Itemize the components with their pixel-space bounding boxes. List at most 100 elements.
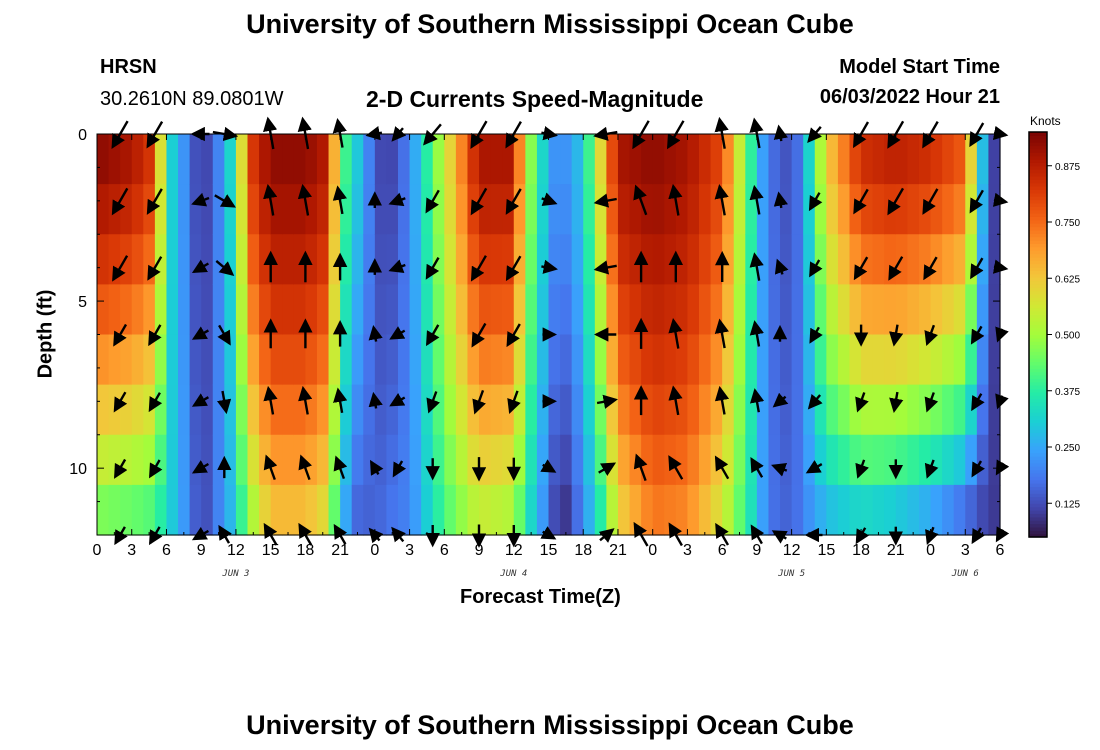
colorbar-swatch [1029, 202, 1047, 207]
current-arrow [148, 324, 162, 347]
current-arrow [470, 187, 488, 216]
current-arrow [191, 326, 209, 340]
heatmap-cell [97, 234, 110, 285]
heatmap-cell [861, 234, 874, 285]
heatmap-cell [328, 284, 341, 336]
colorbar-swatch [1029, 412, 1047, 417]
heatmap-cell [270, 484, 283, 536]
colorbar-swatch [1029, 466, 1047, 471]
heatmap-cell [988, 334, 1001, 386]
colorbar-swatch [1029, 206, 1047, 211]
heatmap-cell [629, 434, 642, 486]
heatmap-cell [479, 334, 492, 386]
heatmap-cell [837, 384, 851, 436]
heatmap-cell [525, 234, 538, 285]
heatmap-cell [988, 234, 1001, 285]
heatmap-cell [340, 484, 353, 536]
colorbar-swatch [1029, 213, 1047, 217]
colorbar-swatch [1029, 327, 1047, 332]
colorbar-swatch [1029, 253, 1047, 258]
heatmap-cell [189, 334, 202, 386]
heatmap-cell [699, 384, 712, 436]
current-arrow [472, 389, 486, 415]
current-arrow [215, 259, 235, 276]
current-arrow [368, 391, 383, 409]
heatmap-cell [560, 384, 573, 436]
heatmap-cell [895, 334, 908, 386]
colorbar-swatch [1029, 240, 1047, 244]
heatmap-cell [594, 384, 607, 436]
colorbar-swatch [1029, 192, 1047, 197]
current-arrow [389, 392, 406, 407]
heatmap-cell [316, 284, 330, 336]
heatmap-cell [965, 434, 978, 486]
current-arrow [470, 255, 487, 282]
heatmap-cell [421, 134, 434, 185]
heatmap-cell [154, 134, 168, 185]
colorbar-swatch [1029, 270, 1047, 275]
heatmap-cell [652, 234, 665, 285]
heatmap-cell [212, 234, 225, 285]
heatmap-cell [189, 384, 202, 436]
heatmap-cell [953, 334, 966, 386]
heatmap-cell [398, 234, 411, 285]
heatmap-cell [814, 234, 827, 285]
heatmap-cell [525, 484, 538, 536]
heatmap-cell [687, 284, 700, 336]
colorbar-swatch [1029, 375, 1047, 379]
heatmap-cell [189, 484, 202, 536]
heatmap-cell [374, 284, 388, 336]
colorbar-swatch [1029, 402, 1047, 406]
heatmap-cell [363, 234, 376, 285]
heatmap-cell [641, 484, 654, 536]
colorbar-swatch [1029, 344, 1047, 349]
heatmap-cell [617, 234, 631, 285]
heatmap-cell [780, 234, 793, 285]
heatmap-cell [479, 284, 492, 336]
heatmap-cell [351, 334, 364, 386]
heatmap-cell [398, 334, 411, 386]
heatmap-cell [340, 234, 353, 285]
heatmap-cell [409, 384, 422, 436]
heatmap-cell [201, 284, 214, 336]
heatmap-cell [756, 334, 770, 386]
heatmap-cell [803, 434, 816, 486]
current-arrow [774, 258, 789, 275]
current-arrow [388, 192, 406, 207]
heatmap-cell [224, 234, 237, 285]
heatmap-cell [548, 184, 561, 235]
colorbar-swatch [1029, 432, 1047, 437]
heatmap-cell [768, 184, 781, 235]
heatmap-cell [884, 334, 897, 386]
heatmap-cell [803, 384, 816, 436]
heatmap-cell [768, 384, 781, 436]
heatmap-cell [467, 284, 480, 336]
colorbar-unit: Knots [1030, 114, 1061, 128]
heatmap-cell [143, 334, 156, 386]
colorbar-swatch [1029, 486, 1047, 491]
heatmap-cell [814, 134, 827, 185]
heatmap-cell [814, 334, 827, 386]
heatmap-cell [398, 184, 411, 235]
current-arrow [771, 463, 788, 477]
heatmap-cell [525, 184, 538, 235]
heatmap-cell [965, 234, 978, 285]
heatmap-cell [791, 184, 804, 235]
colorbar-swatch [1029, 462, 1047, 467]
heatmap-cell [918, 384, 932, 436]
heatmap-cell [988, 184, 1001, 235]
current-arrow [298, 385, 313, 415]
heatmap-cell [374, 434, 388, 486]
heatmap-cell [351, 134, 364, 185]
current-arrow [855, 459, 869, 479]
heatmap-cell [803, 484, 816, 536]
heatmap-cell [930, 484, 943, 536]
colorbar-swatch [1029, 152, 1047, 157]
heatmap-cell [780, 384, 793, 436]
colorbar-swatch [1029, 391, 1047, 396]
heatmap-cell [583, 434, 596, 486]
heatmap-cell [907, 484, 920, 536]
colorbar-swatch [1029, 476, 1047, 481]
current-arrow [749, 184, 764, 215]
